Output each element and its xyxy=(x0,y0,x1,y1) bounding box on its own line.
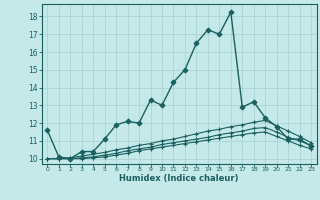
X-axis label: Humidex (Indice chaleur): Humidex (Indice chaleur) xyxy=(119,174,239,183)
